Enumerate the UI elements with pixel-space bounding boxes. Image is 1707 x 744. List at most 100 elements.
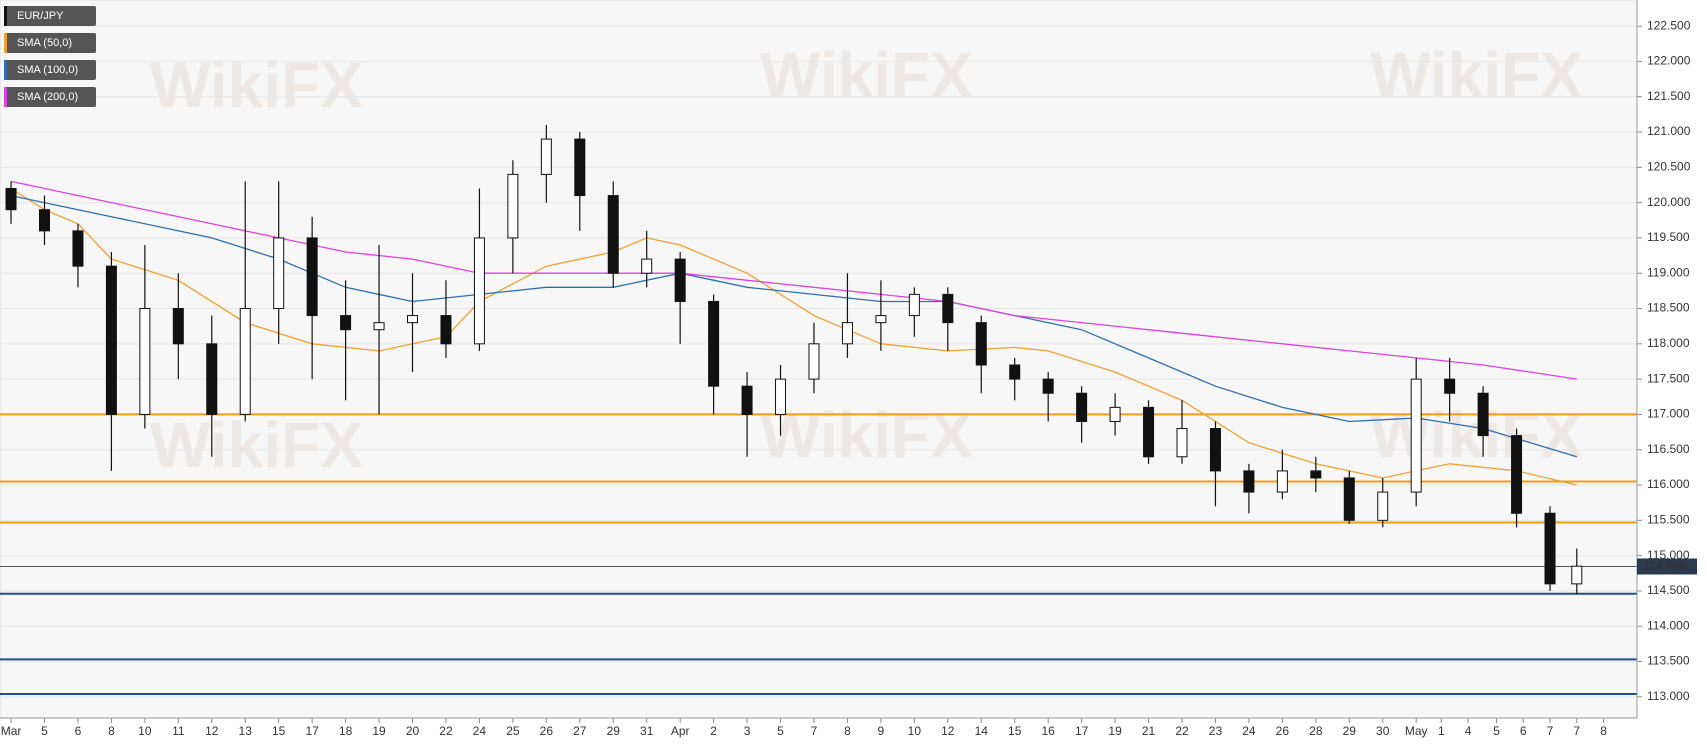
candle-body: [239, 308, 251, 415]
x-tick-label: 24: [1242, 724, 1256, 738]
x-tick-label: 6: [75, 724, 82, 738]
candle-body: [306, 237, 318, 317]
candle-body: [1377, 491, 1389, 521]
watermark: WikiFX: [1370, 399, 1583, 471]
x-tick-label: Mar: [1, 724, 22, 738]
candle-body: [1076, 392, 1088, 422]
x-tick-label: 31: [640, 724, 654, 738]
watermark: WikiFX: [150, 409, 363, 481]
candle-body: [1310, 470, 1322, 479]
legend-label: SMA (50,0): [17, 37, 72, 49]
candle-body: [1109, 406, 1121, 422]
candle-body: [273, 237, 285, 310]
candle-body: [105, 265, 117, 415]
x-tick-label: 10: [138, 724, 152, 738]
candle-body: [607, 195, 619, 274]
x-tick-label: 17: [305, 724, 319, 738]
x-tick-label: 27: [573, 724, 587, 738]
y-tick-label: 117.000: [1647, 407, 1690, 421]
candle-body: [38, 209, 50, 232]
watermarks: WikiFX WikiFX WikiFX WikiFX WikiFX WikiFX: [150, 39, 1583, 481]
candle-body: [206, 343, 218, 415]
y-tick-label: 122.500: [1647, 18, 1691, 32]
x-tick-label: 4: [1465, 724, 1472, 738]
x-tick-label: 10: [908, 724, 922, 738]
x-tick-label: 18: [339, 724, 353, 738]
x-tick-label: 13: [239, 724, 253, 738]
y-tick-label: 122.000: [1647, 54, 1691, 68]
x-tick-label: 15: [272, 724, 286, 738]
legend-swatch: [4, 87, 7, 107]
legend-box: [4, 6, 96, 26]
x-tick-label: Apr: [671, 724, 690, 738]
y-tick-label: 121.000: [1647, 124, 1691, 138]
candle-body: [407, 315, 419, 324]
legend-label: SMA (100,0): [17, 64, 78, 76]
sma-line: [10, 194, 1577, 458]
x-tick-label: 8: [108, 724, 115, 738]
x-tick-label: 26: [540, 724, 554, 738]
x-tick-label: May: [1405, 724, 1428, 738]
candle-body: [172, 308, 184, 345]
x-tick-label: 19: [1108, 724, 1122, 738]
candle-body: [775, 378, 787, 415]
watermark: WikiFX: [1370, 39, 1583, 111]
legend-box: [4, 87, 96, 107]
y-tick-label: 115.500: [1647, 512, 1690, 526]
x-tick-label: 6: [1520, 724, 1527, 738]
candle-body: [1143, 406, 1155, 458]
x-tick-label: 14: [975, 724, 989, 738]
x-tick-label: 29: [607, 724, 621, 738]
watermark: WikiFX: [760, 399, 973, 471]
x-tick-label: 23: [1209, 724, 1223, 738]
candle-body: [841, 322, 853, 345]
y-tick-label: 114.000: [1647, 618, 1690, 632]
y-tick-label: 113.000: [1647, 689, 1690, 703]
y-tick-label: 119.000: [1647, 265, 1690, 279]
x-tick-label: 22: [439, 724, 453, 738]
candle-body: [1276, 470, 1288, 493]
x-tick-label: 5: [41, 724, 48, 738]
x-tick-label: 19: [372, 724, 386, 738]
x-tick-label: 8: [1600, 724, 1607, 738]
candle-body: [1477, 392, 1489, 437]
y-tick-label: 113.500: [1647, 654, 1690, 668]
candle-body: [440, 315, 452, 345]
candle-body: [942, 293, 954, 324]
candle-body: [5, 188, 17, 211]
x-tick-label: 1: [1438, 724, 1445, 738]
y-tick-label: 119.500: [1647, 230, 1690, 244]
candle-body: [908, 293, 920, 317]
y-tick-label: 117.500: [1647, 371, 1690, 385]
y-tick-label: 116.500: [1647, 442, 1690, 456]
candle-body: [473, 237, 485, 345]
candle-body: [1243, 470, 1255, 493]
last-price-box: [1637, 558, 1697, 575]
legend-swatch: [4, 60, 7, 80]
y-tick-label: 118.500: [1647, 301, 1690, 315]
x-tick-label: 26: [1276, 724, 1290, 738]
candle-body: [1544, 512, 1556, 585]
x-tick-label: 5: [1493, 724, 1500, 738]
candle-body: [875, 315, 887, 324]
candle-body: [1343, 477, 1355, 521]
legend-label: SMA (200,0): [17, 91, 78, 103]
candle-body: [139, 308, 151, 415]
x-tick-label: 29: [1343, 724, 1357, 738]
x-tick-label: 12: [205, 724, 219, 738]
x-tick-label: 25: [506, 724, 520, 738]
legend-label: EUR/JPY: [17, 10, 64, 22]
last-price-label: 114.846: [1643, 559, 1686, 573]
legend-box: [4, 60, 96, 80]
x-tick-label: 12: [941, 724, 955, 738]
x-tick-label: 20: [406, 724, 420, 738]
x-tick-label: 9: [878, 724, 885, 738]
candle-body: [808, 343, 820, 380]
watermark: WikiFX: [760, 39, 973, 111]
y-tick-label: 121.500: [1647, 89, 1691, 103]
candle-body: [507, 173, 519, 239]
y-tick-label: 118.000: [1647, 336, 1690, 350]
x-tick-label: 7: [1547, 724, 1554, 738]
